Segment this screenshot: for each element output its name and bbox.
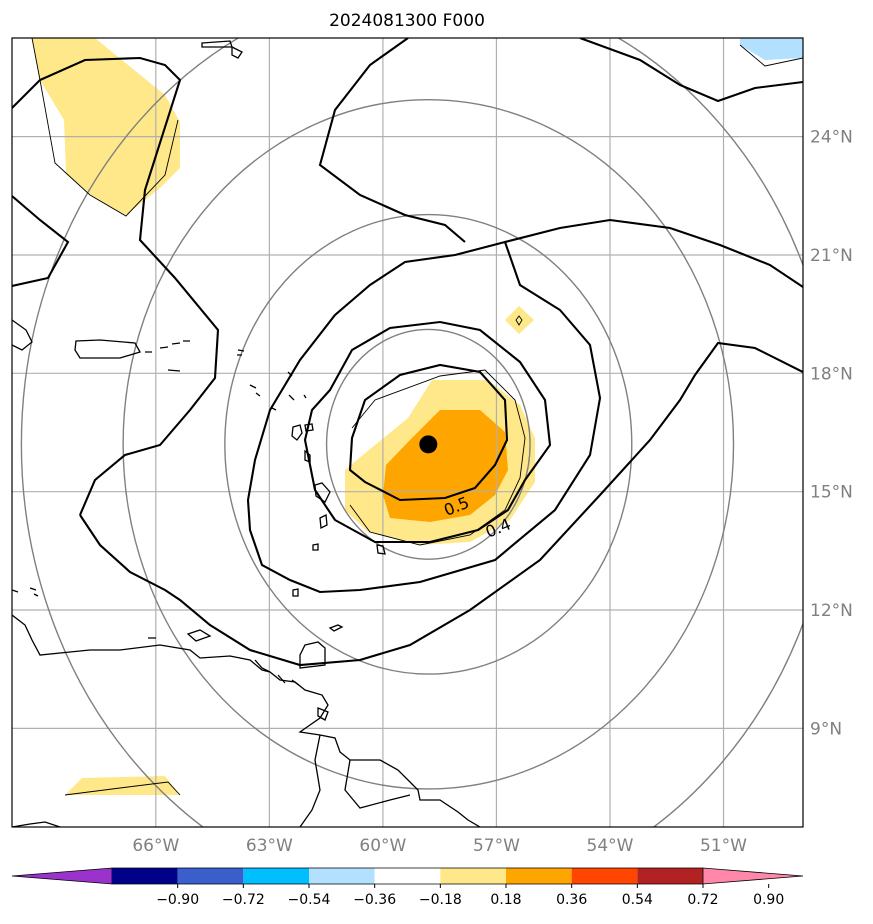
map-frame	[11, 37, 804, 828]
colorbar-tick-label-8: 0.72	[687, 892, 718, 908]
lat-label-1: 21°N	[810, 246, 853, 266]
lon-label-4: 54°W	[587, 836, 634, 856]
lon-label-1: 63°W	[246, 836, 293, 856]
range-ring-3	[20, 38, 803, 827]
colorbar-tick-label-2: −0.54	[288, 892, 331, 908]
colorbar-swatch-1	[177, 868, 244, 884]
shade-light-blue-northeast	[740, 38, 803, 60]
lon-label-2: 60°W	[359, 836, 406, 856]
coast-orinoco-delta	[254, 659, 329, 721]
contour-02-north	[318, 38, 466, 243]
range-rings	[20, 38, 803, 827]
colorbar-tick-label-7: 0.54	[622, 892, 653, 908]
lat-label-2: 18°N	[810, 364, 853, 384]
colorbar: −0.90 −0.72 −0.54 −0.36 −0.18 0.18 0.36 0.54 0.7…	[11, 867, 804, 908]
longitude-labels: 66°W 63°W 60°W 57°W 54°W 51°W	[132, 836, 747, 856]
colorbar-swatch-6	[506, 868, 572, 884]
latitude-labels: 24°N 21°N 18°N 15°N 12°N 9°N	[810, 128, 853, 740]
shade-light-yellow-northwest	[32, 38, 180, 215]
contour-02-south	[79, 341, 803, 667]
colorbar-tick-label-0: −0.90	[156, 892, 199, 908]
coast-martinique	[314, 482, 331, 503]
lon-label-3: 57°W	[473, 836, 520, 856]
coast-virgin-islands	[145, 340, 190, 372]
colorbar-extend-low	[11, 867, 113, 885]
contour-01-northwest	[12, 195, 70, 288]
coast-st-lucia	[319, 513, 328, 530]
lat-label-3: 15°N	[810, 483, 853, 503]
coast-south-america	[12, 614, 481, 827]
shaded-fields	[32, 38, 803, 795]
contour-01-northeast	[579, 38, 803, 103]
contour-05	[348, 363, 509, 502]
map-title: 2024081300 F000	[329, 11, 485, 31]
range-ring-0	[325, 328, 531, 560]
shade-orange-core	[383, 410, 508, 522]
thin-contour-south	[64, 781, 181, 796]
range-ring-2	[122, 98, 735, 790]
lon-label-0: 66°W	[132, 836, 179, 856]
colorbar-swatch-5	[440, 868, 506, 884]
coast-bottom-left	[12, 821, 61, 827]
contour-04	[303, 320, 552, 544]
colorbar-swatch-4	[374, 868, 441, 884]
range-ring-1	[224, 213, 633, 675]
colorbar-tick-label-6: 0.36	[556, 892, 587, 908]
lat-label-0: 24°N	[810, 128, 853, 148]
shade-light-yellow-diamond	[505, 306, 534, 334]
map-area: 0.50.4	[12, 38, 803, 827]
coast-anguilla-top	[201, 40, 243, 59]
land-outlines	[12, 40, 481, 827]
thin-contour-northeast	[739, 44, 803, 67]
colorbar-swatch-8	[637, 868, 703, 884]
colorbar-swatch-7	[571, 868, 638, 884]
colorbar-tick-label-3: −0.36	[353, 892, 396, 908]
coast-tobago	[328, 624, 344, 632]
lat-label-5: 9°N	[810, 719, 842, 739]
colorbar-outline	[112, 867, 703, 885]
colorbar-extend-high	[702, 867, 804, 885]
colorbar-swatch-0	[112, 868, 178, 884]
thin-contour-diamond	[515, 315, 523, 326]
lon-label-5: 51°W	[700, 836, 747, 856]
coast-trinidad	[299, 641, 326, 669]
colorbar-swatch-3	[309, 868, 375, 884]
coast-grenada	[292, 588, 299, 597]
colorbar-tick-label-9: 0.90	[753, 892, 784, 908]
coast-small-islets-left	[12, 587, 39, 597]
graticule	[12, 38, 803, 827]
coast-guyana-interior	[299, 734, 411, 827]
thick-contours	[12, 38, 803, 667]
coast-hispaniola-edge	[12, 319, 33, 351]
colorbar-tick-label-5: 0.18	[490, 892, 521, 908]
lat-label-4: 12°N	[810, 601, 853, 621]
storm-center-marker	[419, 435, 438, 454]
colorbar-tick-label-1: −0.72	[222, 892, 265, 908]
colorbar-swatch-2	[243, 868, 309, 884]
coast-puerto-rico	[74, 339, 141, 359]
colorbar-tick-label-4: −0.18	[419, 892, 462, 908]
coast-leeward-islands	[237, 349, 307, 411]
contour-02-east	[504, 218, 803, 288]
coast-margarita	[148, 629, 212, 642]
coast-barbados	[376, 544, 386, 555]
coast-st-vincent	[312, 543, 319, 551]
contour-03	[246, 240, 602, 594]
contour-02	[12, 56, 220, 516]
